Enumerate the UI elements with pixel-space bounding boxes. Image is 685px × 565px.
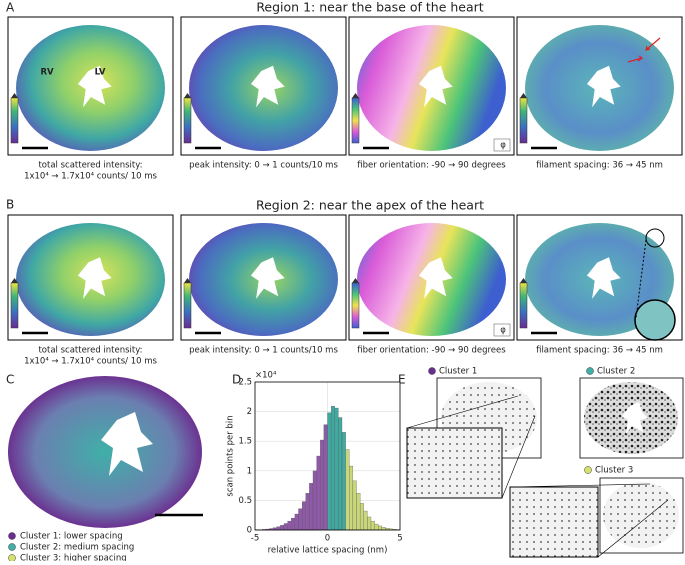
panel-label: B <box>6 198 14 212</box>
caption: total scattered intensity: <box>38 346 142 356</box>
caption: fiber orientation: -90 → 90 degrees <box>357 346 506 356</box>
x-tick-label: 0 <box>325 534 330 544</box>
angle-symbol: φ <box>500 326 506 336</box>
bar <box>317 456 321 530</box>
bar <box>288 521 292 530</box>
cluster-label: Cluster 2 <box>597 367 635 377</box>
bar <box>375 524 379 530</box>
cluster-map <box>8 376 202 528</box>
legend-label: Cluster 3: higher spacing <box>20 554 127 562</box>
caption: peak intensity: 0 → 1 counts/10 ms <box>189 161 338 171</box>
bar <box>331 406 335 530</box>
legend-dot <box>9 533 16 540</box>
annotation: RV <box>40 68 54 78</box>
legend-dot <box>587 368 594 375</box>
caption: peak intensity: 0 → 1 counts/10 ms <box>189 346 338 356</box>
bar <box>360 503 364 530</box>
y-tick-label: 0.5 <box>238 496 252 506</box>
row-title: Region 2: near the apex of the heart <box>256 198 484 213</box>
colorbar <box>352 98 359 143</box>
y-multiplier: ×10⁴ <box>255 371 277 381</box>
cluster-texture <box>603 482 679 548</box>
y-tick-label: 1.5 <box>238 437 252 447</box>
zoom-circle <box>635 300 675 340</box>
bar <box>295 514 299 530</box>
bar <box>342 432 346 530</box>
caption: fiber orientation: -90 → 90 degrees <box>357 161 506 171</box>
legend-dot <box>429 368 436 375</box>
bar <box>313 471 317 530</box>
colorbar <box>520 283 527 328</box>
bar <box>291 518 295 530</box>
y-tick-label: 1 <box>247 466 252 476</box>
caption: 1x10⁴ → 1.7x10⁴ counts/ 10 ms <box>24 357 157 367</box>
annotation: LV <box>95 68 106 78</box>
panel-label: C <box>6 373 14 387</box>
bar <box>335 408 339 530</box>
bar <box>309 483 313 530</box>
bar <box>346 449 350 530</box>
bar <box>328 413 332 530</box>
bar <box>277 527 281 530</box>
bar <box>349 466 353 530</box>
bar <box>371 521 375 530</box>
y-tick-label: 2.5 <box>238 378 252 388</box>
bar <box>280 525 284 530</box>
cluster-label: Cluster 1 <box>439 367 477 377</box>
caption: filament spacing: 36 → 45 nm <box>536 346 663 356</box>
bar <box>324 425 328 530</box>
colorbar <box>184 283 191 328</box>
x-axis-label: relative lattice spacing (nm) <box>268 546 388 556</box>
caption: 1x10⁴ → 1.7x10⁴ counts/ 10 ms <box>24 172 157 182</box>
bar <box>284 523 288 530</box>
bar <box>367 517 371 530</box>
colorbar <box>184 98 191 143</box>
row-title: Region 1: near the base of the heart <box>256 0 483 15</box>
legend-label: Cluster 1: lower spacing <box>20 532 123 542</box>
bar <box>378 526 382 530</box>
x-tick-label: -5 <box>251 534 259 544</box>
caption: total scattered intensity: <box>38 161 142 171</box>
bar <box>302 502 306 530</box>
bar <box>320 440 324 530</box>
panel-label: A <box>6 1 15 15</box>
legend-label: Cluster 2: medium spacing <box>20 543 134 553</box>
angle-symbol: φ <box>500 141 506 151</box>
zoom-image <box>407 428 502 498</box>
bar <box>338 418 342 530</box>
legend-dot <box>9 555 16 562</box>
bar <box>306 493 310 530</box>
bar <box>364 511 368 530</box>
colorbar <box>11 98 18 143</box>
zoom-image <box>510 487 598 557</box>
colorbar <box>520 98 527 143</box>
bar <box>357 493 361 530</box>
legend-dot <box>585 467 592 474</box>
x-tick-label: 5 <box>397 534 402 544</box>
caption: filament spacing: 36 → 45 nm <box>536 161 663 171</box>
bar <box>299 509 303 530</box>
colorbar <box>11 283 18 328</box>
cluster-label: Cluster 3 <box>595 466 633 476</box>
colorbar <box>352 283 359 328</box>
y-axis-label: scan points per bin <box>226 415 236 496</box>
y-tick-label: 2 <box>247 407 252 417</box>
bar <box>353 481 357 530</box>
legend-dot <box>9 544 16 551</box>
